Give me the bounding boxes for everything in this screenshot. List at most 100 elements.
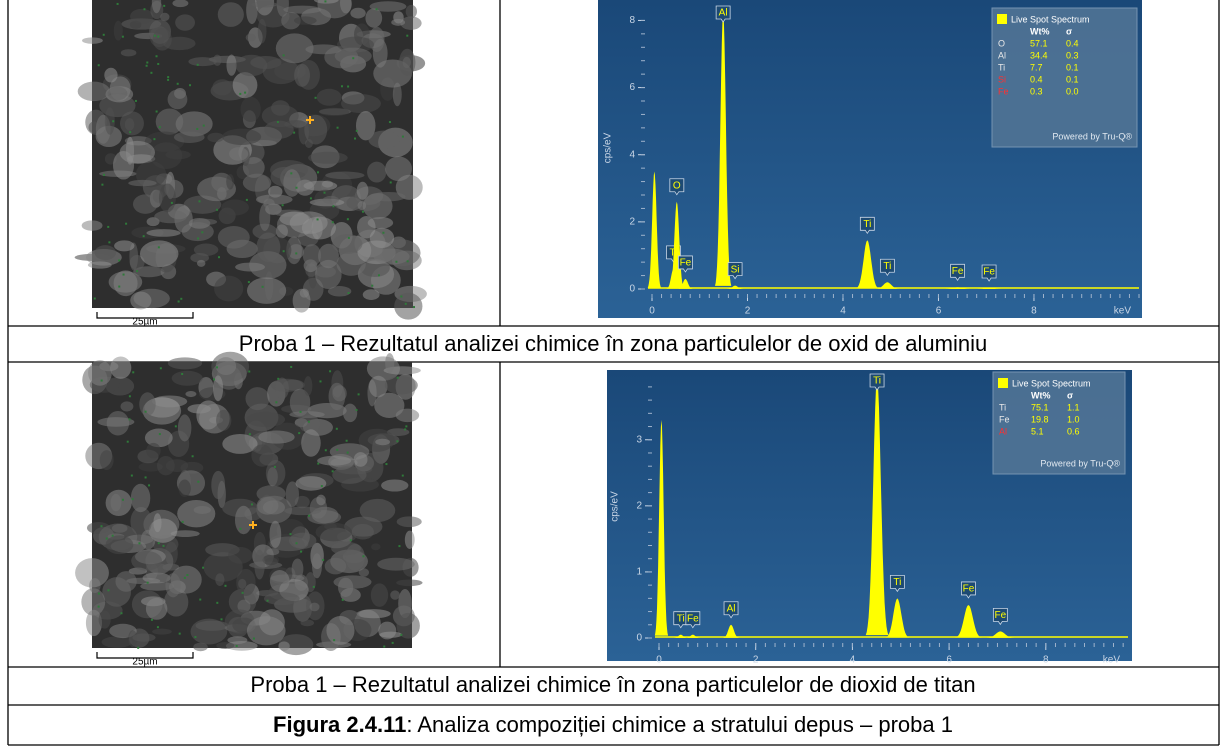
- sem-dot: [241, 591, 244, 594]
- sem-dot: [235, 644, 238, 647]
- sem-dot: [275, 401, 278, 404]
- legend-wt: 7.7: [1030, 62, 1043, 72]
- sem-grain: [356, 181, 369, 200]
- sem-grain: [193, 218, 218, 226]
- sem-dot: [309, 197, 312, 200]
- sem-grain: [196, 259, 206, 267]
- sem-grain: [171, 370, 203, 386]
- sem-dot: [180, 297, 183, 300]
- sem-dot: [239, 527, 242, 530]
- peak-label-box: [889, 574, 905, 593]
- sem-grain: [130, 8, 154, 24]
- y-tick-label: 0: [629, 284, 635, 295]
- sem-grain: [404, 530, 415, 550]
- sem-dot: [220, 618, 223, 621]
- sem-grain: [318, 243, 339, 269]
- sem-grain: [386, 428, 410, 436]
- sem-image: 25µm: [74, 0, 427, 328]
- sem-grain: [304, 139, 313, 148]
- sem-dot: [103, 173, 106, 176]
- sem-dot: [316, 171, 319, 174]
- sem-dot: [146, 581, 149, 584]
- peak: [715, 10, 732, 286]
- peak-label-box: [961, 581, 976, 599]
- sem-grain: [167, 89, 188, 110]
- sem-grain: [213, 54, 222, 66]
- sem-dot: [122, 273, 125, 276]
- sem-grain: [75, 558, 109, 588]
- x-tick-label: 0: [656, 655, 662, 666]
- sem-dot: [341, 598, 344, 601]
- legend-footer: Powered by Tru-Q®: [1052, 131, 1132, 141]
- sem-dot: [216, 601, 219, 604]
- sem-grain: [228, 546, 253, 564]
- sem-grain: [311, 553, 322, 579]
- sem-grain: [213, 375, 224, 402]
- sem-dot: [323, 191, 326, 194]
- sem-dot: [97, 592, 100, 595]
- sem-dot: [148, 484, 151, 487]
- sem-grain: [173, 131, 205, 143]
- sem-dot: [189, 84, 192, 87]
- x-tick-label: 0: [649, 306, 655, 317]
- peak: [722, 624, 740, 638]
- sem-grain: [358, 568, 370, 577]
- sem-grain: [336, 252, 366, 276]
- peak-label-box: [727, 262, 743, 280]
- sem-grain: [396, 579, 423, 587]
- sem-grain: [365, 8, 383, 28]
- sem-grain: [167, 357, 203, 370]
- sem-grain: [392, 82, 402, 107]
- sem-dot: [405, 425, 408, 428]
- legend-element: Si: [998, 74, 1006, 84]
- sem-dot: [121, 35, 124, 38]
- sem-grain: [275, 377, 289, 400]
- sem-grain: [98, 610, 111, 629]
- sem-dot: [202, 124, 205, 127]
- sem-grain: [305, 44, 342, 55]
- sem-grain: [119, 111, 144, 136]
- sem-dot: [317, 462, 320, 465]
- sem-dot: [199, 598, 202, 601]
- figure-caption: Figura 2.4.11: Analiza compoziției chimi…: [273, 712, 953, 737]
- legend-sigma: 1.1: [1067, 402, 1080, 412]
- sem-grain: [381, 479, 409, 492]
- sem-grain: [142, 572, 171, 584]
- sem-grain: [114, 240, 135, 252]
- sem-dot: [167, 76, 170, 79]
- sem-dot: [396, 376, 399, 379]
- sem-grain: [299, 415, 321, 434]
- sem-dot: [401, 135, 404, 138]
- sem-dot: [346, 218, 349, 221]
- y-tick-label: 2: [636, 500, 642, 511]
- sem-dot: [130, 474, 133, 477]
- sem-dot: [276, 121, 279, 124]
- sem-grain: [285, 481, 299, 508]
- sem-dot: [307, 420, 310, 423]
- sem-dot: [322, 558, 325, 561]
- sem-dot: [146, 61, 149, 64]
- legend-column: Wt%: [1031, 390, 1051, 400]
- sem-dot: [157, 62, 160, 65]
- peak: [865, 377, 889, 636]
- x-tick-label: 8: [1031, 306, 1037, 317]
- peak-label: Ti: [883, 261, 891, 272]
- sem-grain: [318, 107, 350, 116]
- sem-dot: [412, 306, 415, 309]
- sem-grain: [215, 573, 225, 587]
- sem-grain: [132, 194, 158, 214]
- legend-sigma: 0.0: [1066, 86, 1079, 96]
- sem-grain: [235, 54, 268, 77]
- sem-dot: [105, 537, 108, 540]
- sem-grain: [211, 470, 226, 500]
- sem-grain: [369, 227, 395, 248]
- sem-dot: [224, 584, 227, 587]
- sem-dot: [216, 208, 219, 211]
- sem-grain: [246, 616, 286, 646]
- peak-label-box: [723, 601, 739, 619]
- sem-dot: [244, 91, 247, 94]
- scale-bar: [96, 652, 194, 659]
- peak: [685, 634, 701, 638]
- sem-grain: [375, 438, 391, 446]
- sem-grain: [221, 199, 249, 216]
